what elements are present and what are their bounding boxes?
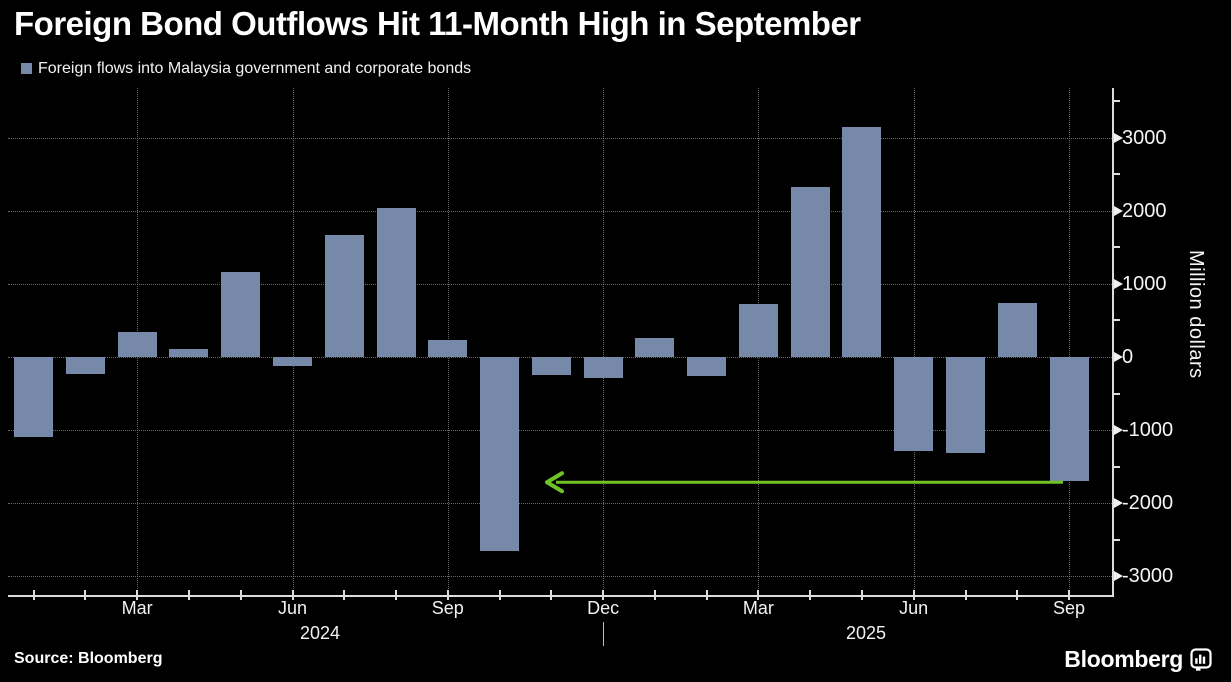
y-tick-major: [1114, 425, 1123, 436]
x-tick: [550, 590, 553, 600]
h-gridline: [8, 283, 1112, 285]
bar-apr-2025: [790, 186, 830, 357]
x-tick: [1016, 590, 1019, 600]
y-tick-major: [1114, 205, 1123, 216]
bar-may-2024: [221, 272, 261, 357]
y-tick-major: [1114, 352, 1123, 362]
x-tick: [964, 590, 967, 600]
bar-jul-2025: [946, 357, 985, 453]
x-tick-label: Mar: [742, 598, 774, 618]
bar-jul-2024: [324, 234, 364, 357]
x-tick: [446, 590, 449, 600]
x-tick-label: Sep: [1052, 598, 1086, 618]
bar-may-2025: [842, 126, 882, 357]
x-tick-label: Jun: [277, 598, 308, 618]
legend-label: Foreign flows into Malaysia government a…: [38, 60, 472, 77]
bar-aug-2025: [997, 302, 1037, 357]
bar-feb-2024: [65, 357, 105, 374]
x-tick-label: Sep: [431, 598, 464, 618]
y-tick-major: [1114, 278, 1123, 289]
legend-swatch-icon: [21, 63, 32, 74]
y-tick-minor: [1113, 538, 1120, 541]
v-gridline: [1069, 88, 1070, 595]
h-gridline: [8, 210, 1112, 212]
x-tick-label: Jun: [899, 598, 929, 618]
y-tick-minor: [1113, 465, 1120, 468]
y-tick-minor: [1113, 319, 1120, 322]
v-gridline: [913, 88, 915, 595]
bar-mar-2025: [738, 303, 778, 357]
bloomberg-logo-text: Bloomberg: [1064, 646, 1183, 672]
bar-oct-2024: [480, 357, 519, 551]
x-tick: [84, 590, 87, 600]
x-tick: [912, 590, 915, 600]
x-tick: [602, 590, 605, 600]
bar-feb-2025: [687, 357, 727, 376]
bar-aug-2024: [376, 207, 416, 357]
y-tick-major: [1114, 132, 1123, 143]
bloomberg-logo-icon: [1190, 648, 1212, 671]
y-tick-minor: [1113, 173, 1120, 176]
y-tick-label: -3000: [1122, 565, 1174, 588]
x-tick-label: Dec: [587, 598, 620, 618]
y-tick-minor: [1113, 392, 1120, 395]
bar-sep-2025: [1049, 357, 1089, 482]
x-tick: [187, 590, 190, 600]
bar-jun-2024: [273, 357, 312, 366]
x-tick: [343, 590, 346, 600]
year-label: 2025: [845, 623, 887, 643]
y-tick-label: 1000: [1122, 272, 1167, 295]
y-tick-minor: [1113, 246, 1120, 249]
x-tick: [1068, 590, 1070, 600]
y-tick-label: 3000: [1122, 126, 1167, 149]
page-title: Foreign Bond Outflows Hit 11-Month High …: [14, 5, 861, 42]
y-tick-label: 0: [1122, 346, 1134, 368]
bar-nov-2024: [531, 357, 571, 375]
h-gridline: [8, 137, 1112, 139]
bar-sep-2024: [428, 340, 468, 357]
h-gridline: [8, 503, 1112, 505]
x-tick: [860, 590, 863, 600]
y-tick-major: [1114, 571, 1123, 582]
x-tick: [498, 590, 501, 600]
x-tick-label: Mar: [121, 598, 153, 618]
x-tick: [653, 590, 656, 600]
x-tick: [757, 590, 760, 600]
v-gridline: [603, 88, 605, 595]
y-tick-label: -1000: [1122, 419, 1174, 442]
x-axis-line: [8, 595, 1114, 597]
y-tick-major: [1114, 498, 1123, 509]
y-tick-label: -2000: [1122, 492, 1174, 515]
bar-dec-2024: [583, 357, 623, 379]
x-tick: [291, 590, 294, 600]
h-gridline: [8, 576, 1112, 578]
h-gridline: [8, 430, 1112, 432]
x-tick: [809, 590, 812, 600]
bar-mar-2024: [117, 332, 157, 357]
y-axis-title: Million dollars: [1185, 250, 1207, 379]
bar-jan-2024: [14, 357, 54, 438]
x-tick: [136, 590, 139, 600]
x-tick: [32, 590, 35, 600]
y-tick-label: 2000: [1122, 199, 1167, 222]
year-label: 2024: [299, 623, 341, 643]
source-text: Source: Bloomberg: [14, 650, 163, 667]
year-divider-line: [603, 622, 604, 646]
x-tick: [705, 590, 708, 600]
y-tick-minor: [1113, 100, 1120, 103]
y-axis-line: [1112, 88, 1114, 597]
v-gridline: [292, 88, 294, 595]
bar-jun-2025: [894, 357, 934, 451]
x-tick: [395, 590, 397, 600]
bar-apr-2024: [169, 349, 209, 357]
bar-jan-2025: [635, 338, 675, 357]
x-tick: [239, 590, 242, 600]
